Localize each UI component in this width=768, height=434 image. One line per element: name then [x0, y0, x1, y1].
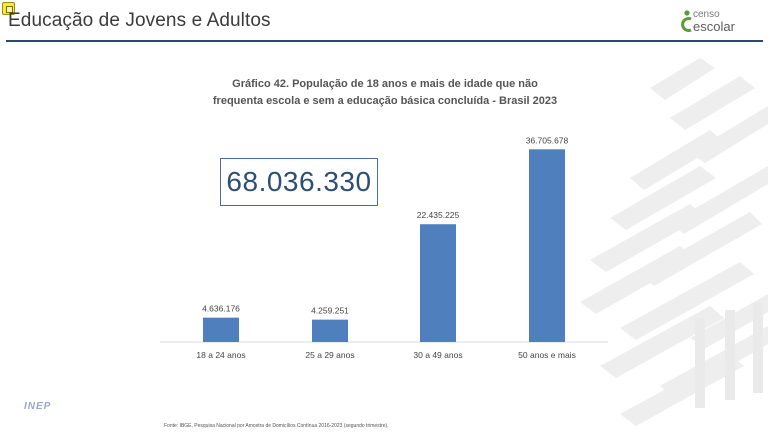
page-title: Educação de Jovens e Adultos	[8, 10, 271, 31]
data-label-2: 4.259.251	[311, 306, 349, 316]
total-value-box: 68.036.330	[220, 158, 378, 206]
category-label-3: 30 a 49 anos	[413, 350, 462, 360]
censo-logo-icon	[681, 10, 692, 32]
data-label-3: 22.435.225	[417, 210, 460, 220]
bar-2	[312, 319, 348, 342]
source-note: Fonte: IBGE, Pesquisa Nacional por Amost…	[164, 423, 389, 429]
bars-group: 4.636.176 18 a 24 anos 4.259.251 25 a 29 an…	[196, 135, 575, 360]
bar-4	[529, 149, 565, 342]
chart-title-line-2: frequenta escola e sem a educação básica…	[212, 95, 558, 107]
chart-title: Gráfico 42. População de 18 anos e mais …	[150, 76, 620, 110]
total-value: 68.036.330	[226, 166, 372, 197]
inep-logo: INEP	[24, 401, 52, 412]
brand-line-2: escolar	[693, 19, 735, 34]
background-pattern	[580, 58, 768, 426]
brand-line-1: censo	[693, 9, 720, 20]
category-label-4: 50 anos e mais	[518, 350, 576, 360]
header-divider	[6, 40, 763, 42]
data-label-1: 4.636.176	[202, 304, 240, 314]
chart-title-line-1: Gráfico 42. População de 18 anos e mais …	[232, 78, 538, 90]
bar-3	[420, 224, 456, 342]
data-label-4: 36.705.678	[526, 135, 569, 145]
censo-escolar-logo: censo escolar	[680, 8, 750, 38]
note-icon[interactable]	[2, 2, 15, 15]
category-label-2: 25 a 29 anos	[305, 350, 354, 360]
category-label-1: 18 a 24 anos	[196, 350, 245, 360]
bar-1	[203, 317, 239, 342]
